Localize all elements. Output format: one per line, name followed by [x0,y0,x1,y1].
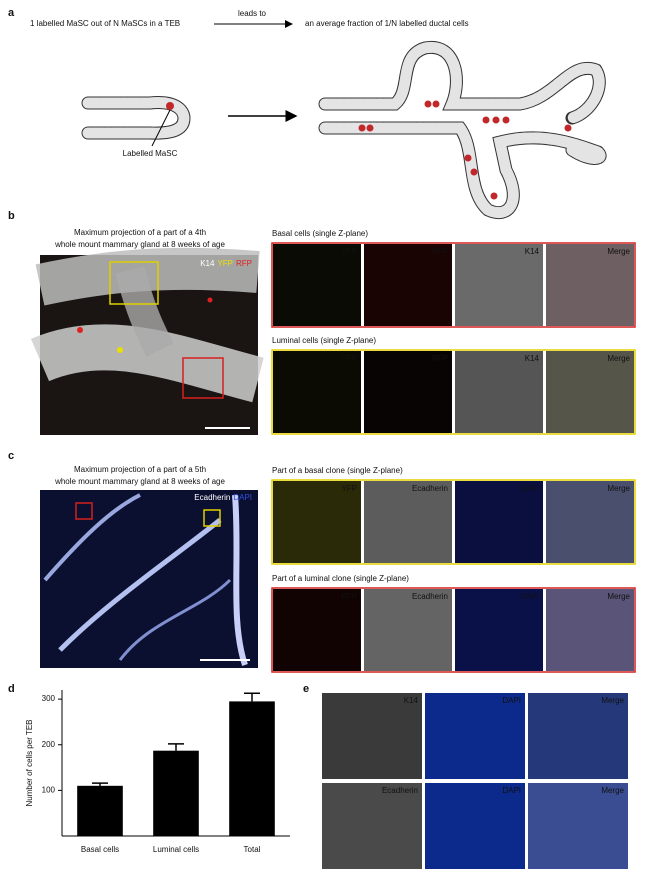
channel-label: DAPI [502,786,521,795]
channel-label: Merge [607,354,630,363]
panel-title: whole mount mammary gland at 8 weeks of … [54,240,225,249]
panel-title: Maximum projection of a part of a 5th [74,465,206,474]
channel-label: YFP [341,247,357,256]
micrograph [546,244,634,326]
micrograph [455,351,543,433]
micrograph [455,244,543,326]
micrograph [273,481,361,563]
micrograph [273,244,361,326]
row-frame [271,479,636,565]
panel-label: d [8,683,15,695]
micrograph [273,589,361,671]
channel-label: RFP [341,592,357,601]
error-bar [92,782,108,786]
x-tick-label: Basal cells [81,845,119,854]
y-tick-label: 100 [42,785,56,794]
micrograph [546,589,634,671]
channel-label: Ecadherin [412,484,448,493]
channel-label: RFP [432,354,448,363]
micrograph [364,351,452,433]
error-bar [244,692,260,702]
error-bar [168,743,184,751]
schematic-duct [318,40,607,220]
panel-label: c [8,450,14,462]
channel-label: DAPI [502,696,521,705]
channel-label: Merge [607,484,630,493]
row-frame [271,242,636,328]
micrograph [322,693,422,779]
callout: Labelled MaSC [123,149,178,158]
channel-label: Merge [607,592,630,601]
row-frame [271,587,636,673]
micrograph [322,783,422,869]
channel-label: DAPI [233,493,252,502]
caption: leads to [238,9,267,18]
channel-label: K14 [525,354,540,363]
micrograph [546,481,634,563]
channel-labels: K14 YFP RFP [200,259,252,268]
caption: 1 labelled MaSC out of N MaSCs in a TEB [30,19,180,28]
channel-label: Ecadherin [382,786,418,795]
row-title: Part of a basal clone (single Z-plane) [272,466,403,475]
micrograph [425,693,525,779]
channel-label: Ecadherin [194,493,230,502]
channel-label: Ecadherin [412,592,448,601]
y-axis-label: Number of cells per TEB [25,720,34,807]
x-tick-label: Luminal cells [153,845,199,854]
row-title: Luminal cells (single Z-plane) [272,336,376,345]
overview-image [40,490,258,668]
panel-title: Maximum projection of a part of a 4th [74,228,206,237]
row-title: Basal cells (single Z-plane) [272,229,368,238]
channel-label: RFP [432,247,448,256]
channel-label: K14 [404,696,419,705]
row-frame [271,349,636,435]
micrograph [528,693,628,779]
channel-label: RFP [236,259,252,268]
x-tick-label: Total [244,845,261,854]
bar [77,785,123,836]
micrograph [528,783,628,869]
channel-labels: Ecadherin DAPI [194,493,252,502]
micrograph [364,481,452,563]
panel-label: b [8,210,15,222]
y-tick-label: 300 [42,694,56,703]
channel-label: YFP [341,354,357,363]
panel-label: e [303,683,309,695]
channel-label: YFP [217,259,233,268]
micrograph [273,351,361,433]
row-title: Part of a luminal clone (single Z-plane) [272,574,409,583]
channel-label: K14 [200,259,215,268]
channel-label: Merge [607,247,630,256]
panel-label: a [8,7,15,19]
channel-label: DAPI [520,592,539,601]
schematic-teb [81,96,191,147]
channel-label: K14 [525,247,540,256]
bar [229,701,275,836]
micrograph [425,783,525,869]
micrograph [364,244,452,326]
micrograph [546,351,634,433]
caption: an average fraction of 1/N labelled duct… [305,19,469,28]
y-tick-label: 200 [42,740,56,749]
micrograph [364,589,452,671]
channel-label: Merge [601,786,624,795]
channel-label: YFP [341,484,357,493]
bar [153,750,199,836]
micrograph [455,481,543,563]
channel-label: DAPI [520,484,539,493]
channel-label: Merge [601,696,624,705]
micrograph [455,589,543,671]
panel-title: whole mount mammary gland at 8 weeks of … [54,477,225,486]
overview-image [30,247,264,435]
